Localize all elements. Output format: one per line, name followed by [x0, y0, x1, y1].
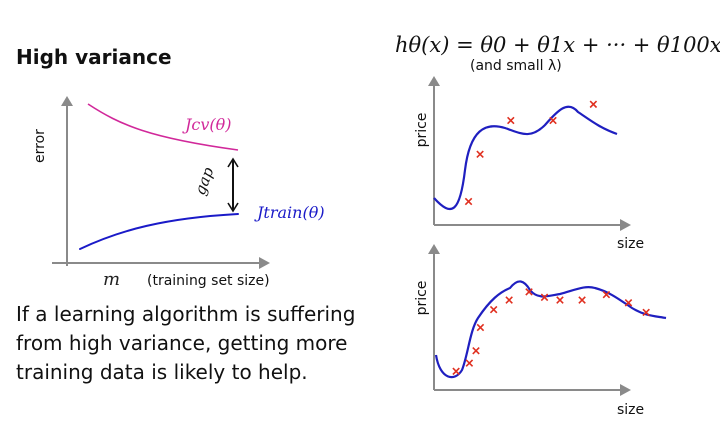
fit-top-curve: [433, 105, 618, 211]
fit-bottom-cross-5: [505, 296, 513, 304]
x-label-text: (training set size): [147, 273, 270, 289]
fit-bottom-cross-8: [556, 296, 564, 304]
fit-bottom-y-label: price: [414, 281, 430, 316]
learning-curve-x-arrow: [259, 257, 270, 269]
fit-top-cross-1: [476, 150, 484, 159]
fit-bottom-cross-4: [489, 305, 498, 314]
hypothesis-formula: hθ(x) = θ0 + θ1x + ··· + θ100x100: [395, 33, 720, 57]
learning-curve-y-label: error: [32, 129, 48, 163]
fit-bottom-cross-10: [602, 290, 611, 299]
fit-bottom-cross-6: [525, 288, 533, 296]
fit-top-y-label: price: [414, 113, 430, 148]
slide-title: High variance: [16, 45, 172, 69]
fit-top-x-label: size: [617, 236, 644, 252]
gap-arrowheads: [227, 157, 239, 213]
fit-bottom-crosses: [452, 288, 650, 376]
fit-bottom-cross-9: [578, 296, 586, 304]
cv-error-curve: [87, 103, 239, 151]
fit-top-cross-4: [589, 100, 598, 109]
fit-bottom-cross-0: [452, 367, 460, 376]
fit-bottom-cross-3: [476, 323, 485, 332]
learning-curve-y-arrow: [61, 96, 73, 106]
fit-bottom-y-arrow: [428, 244, 440, 254]
body-text: If a learning algorithm is suffering fro…: [16, 302, 356, 384]
train-error-label: Jtrain(θ): [254, 203, 325, 222]
fit-bottom-cross-1: [465, 359, 474, 367]
gap-label: gap: [191, 164, 218, 197]
fit-bottom-cross-12: [642, 308, 650, 317]
fit-top-y-arrow: [428, 76, 440, 86]
fit-bottom-x-arrow: [620, 384, 631, 396]
fit-plot-top: price size: [414, 76, 644, 252]
fit-top-cross-0: [464, 197, 473, 206]
fit-top-cross-2: [507, 116, 515, 125]
fit-top-crosses: [464, 100, 598, 206]
formula-note: (and small λ): [470, 58, 562, 74]
learning-curve-plot: error m (training set size) Jcv(θ) Jtrai…: [32, 96, 325, 290]
x-label-variable: m: [103, 269, 120, 290]
fit-bottom-x-label: size: [617, 402, 644, 418]
fit-bottom-cross-11: [624, 299, 633, 307]
fit-bottom-cross-2: [472, 346, 480, 355]
formula-lhs: hθ(x) = θ0 + θ1x + ··· + θ100x: [395, 33, 720, 57]
fit-plot-bottom: price size: [414, 244, 667, 418]
train-error-curve: [79, 213, 239, 250]
fit-bottom-cross-7: [540, 293, 549, 302]
fit-top-cross-3: [549, 116, 557, 125]
cv-error-label: Jcv(θ): [182, 115, 232, 134]
fit-top-x-arrow: [620, 219, 631, 231]
